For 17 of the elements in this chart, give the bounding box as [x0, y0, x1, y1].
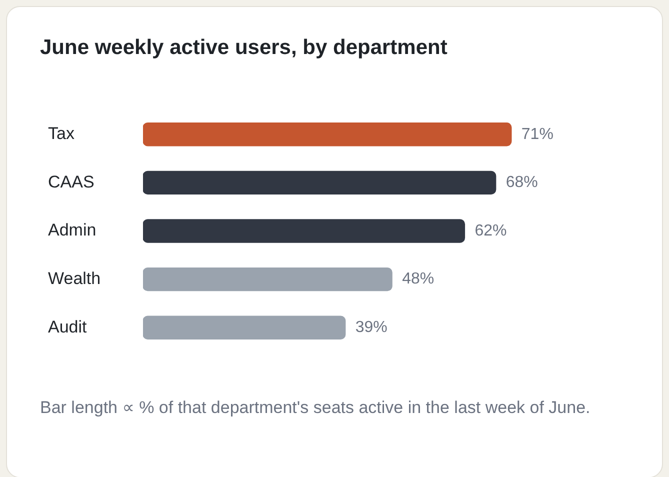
- text: Bar length ∝ % of that department's seats active in the last week of June.: [40, 397, 592, 419]
- data-label: 39%: [355, 319, 388, 336]
- bar: [143, 122, 512, 146]
- y-tick-label: Audit: [48, 317, 88, 336]
- data-label: 71%: [521, 126, 554, 143]
- y-tick-label: Admin: [48, 220, 96, 240]
- data-label: 48%: [402, 270, 434, 288]
- y-tick-label: Tax: [48, 124, 75, 144]
- chart-title: June weekly active users, by department: [40, 36, 448, 60]
- y-tick-label: CAAS: [48, 172, 94, 192]
- bar: [143, 316, 346, 340]
- bar: [143, 219, 466, 243]
- data-label: 68%: [506, 174, 538, 192]
- y-tick-label: Wealth: [48, 269, 101, 288]
- bar: [143, 267, 392, 292]
- data-label: 62%: [474, 222, 507, 240]
- bar: [143, 170, 496, 195]
